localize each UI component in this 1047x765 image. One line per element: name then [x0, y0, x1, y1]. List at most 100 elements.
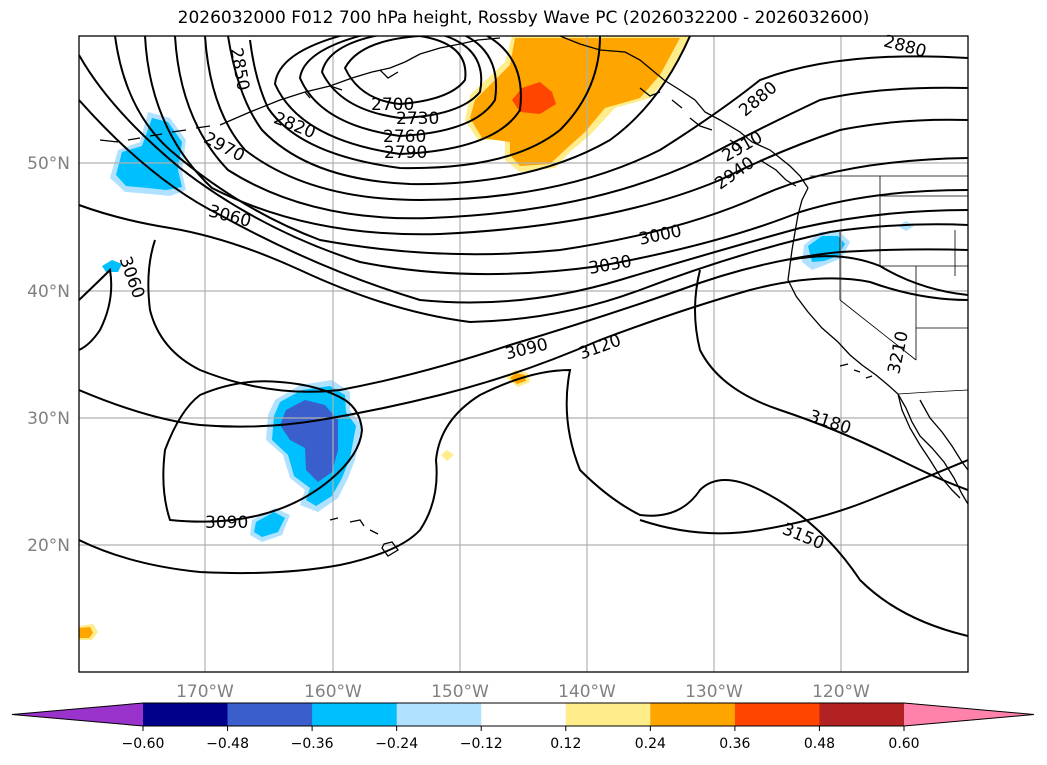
- coastlines: [99, 36, 968, 557]
- contour-label-3000: 3000: [637, 221, 683, 250]
- gulf-of-california: [919, 399, 968, 471]
- colorbar-tick-label: 0.24: [635, 736, 666, 752]
- southeast-alaska-coast: [559, 36, 809, 189]
- graticule: [79, 36, 968, 672]
- contour-2970: [114, 36, 968, 256]
- colorbar-segment: [565, 703, 651, 726]
- contour-2850: [227, 36, 691, 186]
- contour-3060: [79, 204, 968, 324]
- lat-label-20n: 20°N: [27, 536, 70, 556]
- colorbar-tick-label: 0.60: [888, 736, 919, 752]
- lat-label-50n: 50°N: [27, 154, 70, 174]
- contour-2820: [249, 36, 601, 170]
- alaska-coast: [219, 37, 501, 126]
- colorbar-tick-label: −0.60: [122, 736, 165, 752]
- channel-islands: [839, 363, 873, 379]
- contour-label-2850: 2850: [226, 46, 253, 92]
- contour-2760: [298, 36, 498, 138]
- lon-label-170w: 170°W: [176, 682, 234, 702]
- colorbar-segment: [143, 703, 229, 726]
- contour-label-3060-west: 3060: [115, 254, 149, 301]
- lat-label-30n: 30°N: [27, 409, 70, 429]
- negative-anomaly-spot-west-core: [254, 512, 285, 537]
- colorbar-ticks: −0.60 −0.48 −0.36 −0.24 −0.12 0.12 0.24 0.36 0.4…: [122, 726, 920, 752]
- colorbar-extend-low: [12, 703, 143, 726]
- colorbar-extend-high: [904, 703, 1034, 726]
- contour-3120: [79, 277, 968, 428]
- contour-label-3210: 3210: [884, 329, 913, 375]
- contour-label-3090: 3090: [503, 335, 550, 365]
- colorbar-segment: [312, 703, 398, 726]
- lon-label-150w: 150°W: [431, 682, 489, 702]
- lat-label-40n: 40°N: [27, 282, 70, 302]
- contour-2730: [320, 36, 483, 120]
- contour-3210: [789, 255, 968, 296]
- height-contours: [79, 36, 968, 637]
- contour-label-2970: 2970: [200, 128, 248, 166]
- anomaly-shading: [79, 36, 914, 640]
- lon-label-120w: 120°W: [812, 682, 870, 702]
- contour-3180: [694, 269, 968, 491]
- colorbar-segments: [11, 702, 1035, 727]
- contour-3060-west: [79, 267, 113, 351]
- colorbar-segment: [650, 703, 736, 726]
- longitude-labels: 170°W 160°W 150°W 140°W 130°W 120°W: [176, 682, 870, 702]
- contour-2790: [273, 36, 522, 156]
- colorbar-segment: [396, 703, 482, 726]
- us-mexico-border: [897, 389, 968, 395]
- contour-label-2700: 2700: [371, 95, 414, 115]
- negative-anomaly-spot-northwest: [102, 260, 122, 272]
- contour-label-3180: 3180: [806, 406, 853, 438]
- contour-2880: [204, 36, 968, 202]
- positive-anomaly-gulf-core: [470, 38, 680, 166]
- map-title: 2026032000 F012 700 hPa height, Rossby W…: [177, 8, 870, 28]
- colorbar-tick-label: 0.48: [804, 736, 835, 752]
- map-frame: [78, 35, 969, 673]
- contour-label-2790: 2790: [384, 143, 427, 163]
- contour-label-3060: 3060: [206, 201, 253, 232]
- contour-label-3120: 3120: [576, 331, 623, 365]
- positive-anomaly-spot-2: [441, 450, 454, 461]
- colorbar-tick-label: 0.36: [719, 736, 750, 752]
- colorbar-tick-label: −0.24: [375, 736, 418, 752]
- colorbar-segment: [734, 703, 820, 726]
- contour-label-2880-b: 2880: [735, 78, 781, 121]
- contour-3090: [147, 239, 968, 393]
- negative-anomaly-subtropical-peak: [280, 400, 338, 482]
- contour-3090-south: [162, 380, 364, 523]
- colorbar-segment: [819, 703, 905, 726]
- colorbar-tick-label: −0.12: [460, 736, 503, 752]
- lon-label-130w: 130°W: [685, 682, 743, 702]
- negative-anomaly-inland: [898, 221, 914, 231]
- latitude-labels: 50°N 40°N 30°N 20°N: [27, 154, 70, 556]
- contour-label-2760: 2760: [383, 127, 426, 147]
- lon-label-160w: 160°W: [304, 682, 362, 702]
- colorbar: −0.60 −0.48 −0.36 −0.24 −0.12 0.12 0.24 0.36 0.4…: [11, 702, 1035, 752]
- contour-label-3030: 3030: [587, 252, 633, 279]
- hawaiian-islands: [329, 517, 399, 557]
- contour-label-2730: 2730: [396, 109, 439, 129]
- baja-california: [897, 393, 961, 499]
- positive-anomaly-spot-3-core: [79, 627, 93, 638]
- colorbar-tick-label: 0.12: [550, 736, 581, 752]
- contour-3120-south: [79, 368, 968, 637]
- contour-label-3150: 3150: [779, 519, 827, 554]
- contour-3150: [639, 459, 968, 535]
- positive-anomaly-gulf-peak: [512, 82, 556, 114]
- colorbar-segment: [227, 703, 313, 726]
- contour-3030: [79, 99, 968, 304]
- lon-label-140w: 140°W: [558, 682, 616, 702]
- contour-2910: [174, 36, 968, 220]
- contour-2940: [144, 36, 968, 236]
- colorbar-segment: [481, 703, 567, 726]
- bc-islands: [639, 87, 797, 187]
- contour-label-3090-south: 3090: [205, 513, 248, 533]
- contour-3000: [79, 54, 968, 276]
- contour-2700: [343, 36, 467, 106]
- negative-anomaly-aleutians-core: [116, 118, 182, 190]
- us-west-coast: [787, 187, 968, 505]
- contour-label-2820: 2820: [271, 108, 319, 143]
- colorbar-tick-label: −0.48: [206, 736, 249, 752]
- colorbar-tick-label: −0.36: [291, 736, 334, 752]
